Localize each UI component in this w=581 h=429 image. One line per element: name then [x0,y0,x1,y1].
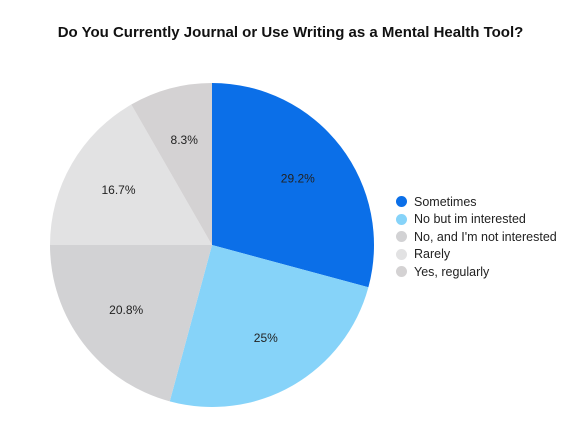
pie-slice-rarely [50,104,212,245]
legend-item-sometimes: Sometimes [396,193,557,211]
legend-item-no-and-i-m-not-interested: No, and I'm not interested [396,228,557,246]
legend-label: No, and I'm not interested [414,229,557,244]
legend-label: Yes, regularly [414,264,490,279]
legend-swatch [396,213,407,225]
slice-value-label: 29.2% [281,171,315,185]
pie-slice-sometimes [212,83,374,288]
legend-label: No but im interested [414,212,526,227]
slice-value-label: 16.7% [101,183,135,197]
legend-item-no-but-im-interested: No but im interested [396,211,557,229]
legend-item-rarely: Rarely [396,246,557,264]
slice-value-label: 20.8% [109,303,143,317]
pie-slice-no-but-im-interested [169,245,369,407]
legend-swatch [396,248,407,260]
legend-label: Sometimes [414,194,477,209]
legend-label: Rarely [414,247,451,262]
slice-value-label: 25% [254,331,278,345]
slice-value-label: 8.3% [171,133,199,147]
chart-legend: Sometimes No but im interested No, and I'm… [396,193,557,281]
chart-title: Do You Currently Journal or Use Writing … [57,24,524,41]
pie-slices [50,83,374,407]
legend-item-yes-regularly: Yes, regularly [396,263,557,281]
pie-slice-no-and-i-m-not-interested [50,245,212,402]
legend-swatch [396,231,407,243]
pie-slice-yes-regularly [131,83,212,245]
legend-swatch [396,266,407,278]
pie-labels: 29.2% 25% 20.8% 16.7% 8.3% [101,133,315,345]
legend-swatch [396,196,407,208]
